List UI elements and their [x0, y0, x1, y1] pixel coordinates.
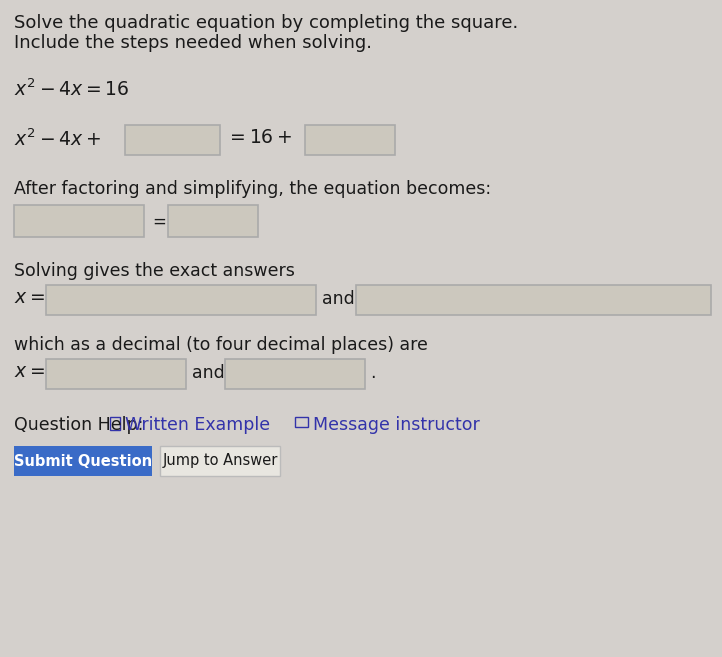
Text: .: .	[370, 364, 375, 382]
Text: $=16+$: $=16+$	[226, 128, 292, 147]
FancyBboxPatch shape	[305, 125, 395, 155]
Text: $x=$: $x=$	[14, 362, 45, 381]
Text: and: and	[192, 364, 225, 382]
Text: Message instructor: Message instructor	[313, 416, 479, 434]
Text: Solving gives the exact answers: Solving gives the exact answers	[14, 262, 295, 280]
Text: which as a decimal (to four decimal places) are: which as a decimal (to four decimal plac…	[14, 336, 428, 354]
Text: $x^2-4x=16$: $x^2-4x=16$	[14, 78, 129, 99]
Text: Solve the quadratic equation by completing the square.: Solve the quadratic equation by completi…	[14, 14, 518, 32]
Text: and: and	[322, 290, 355, 308]
FancyBboxPatch shape	[125, 125, 220, 155]
Text: $x^2-4x+$: $x^2-4x+$	[14, 128, 101, 150]
FancyBboxPatch shape	[225, 359, 365, 389]
FancyBboxPatch shape	[160, 446, 280, 476]
FancyBboxPatch shape	[14, 446, 152, 476]
Text: Submit Question: Submit Question	[14, 453, 152, 468]
Text: Question Help:: Question Help:	[14, 416, 144, 434]
Text: $x=$: $x=$	[14, 288, 45, 307]
FancyBboxPatch shape	[168, 205, 258, 237]
Text: After factoring and simplifying, the equation becomes:: After factoring and simplifying, the equ…	[14, 180, 491, 198]
FancyBboxPatch shape	[356, 285, 711, 315]
Text: =: =	[152, 213, 166, 231]
Text: Include the steps needed when solving.: Include the steps needed when solving.	[14, 34, 372, 52]
Text: Written Example: Written Example	[125, 416, 270, 434]
Text: Jump to Answer: Jump to Answer	[162, 453, 278, 468]
FancyBboxPatch shape	[46, 285, 316, 315]
FancyBboxPatch shape	[14, 205, 144, 237]
FancyBboxPatch shape	[46, 359, 186, 389]
